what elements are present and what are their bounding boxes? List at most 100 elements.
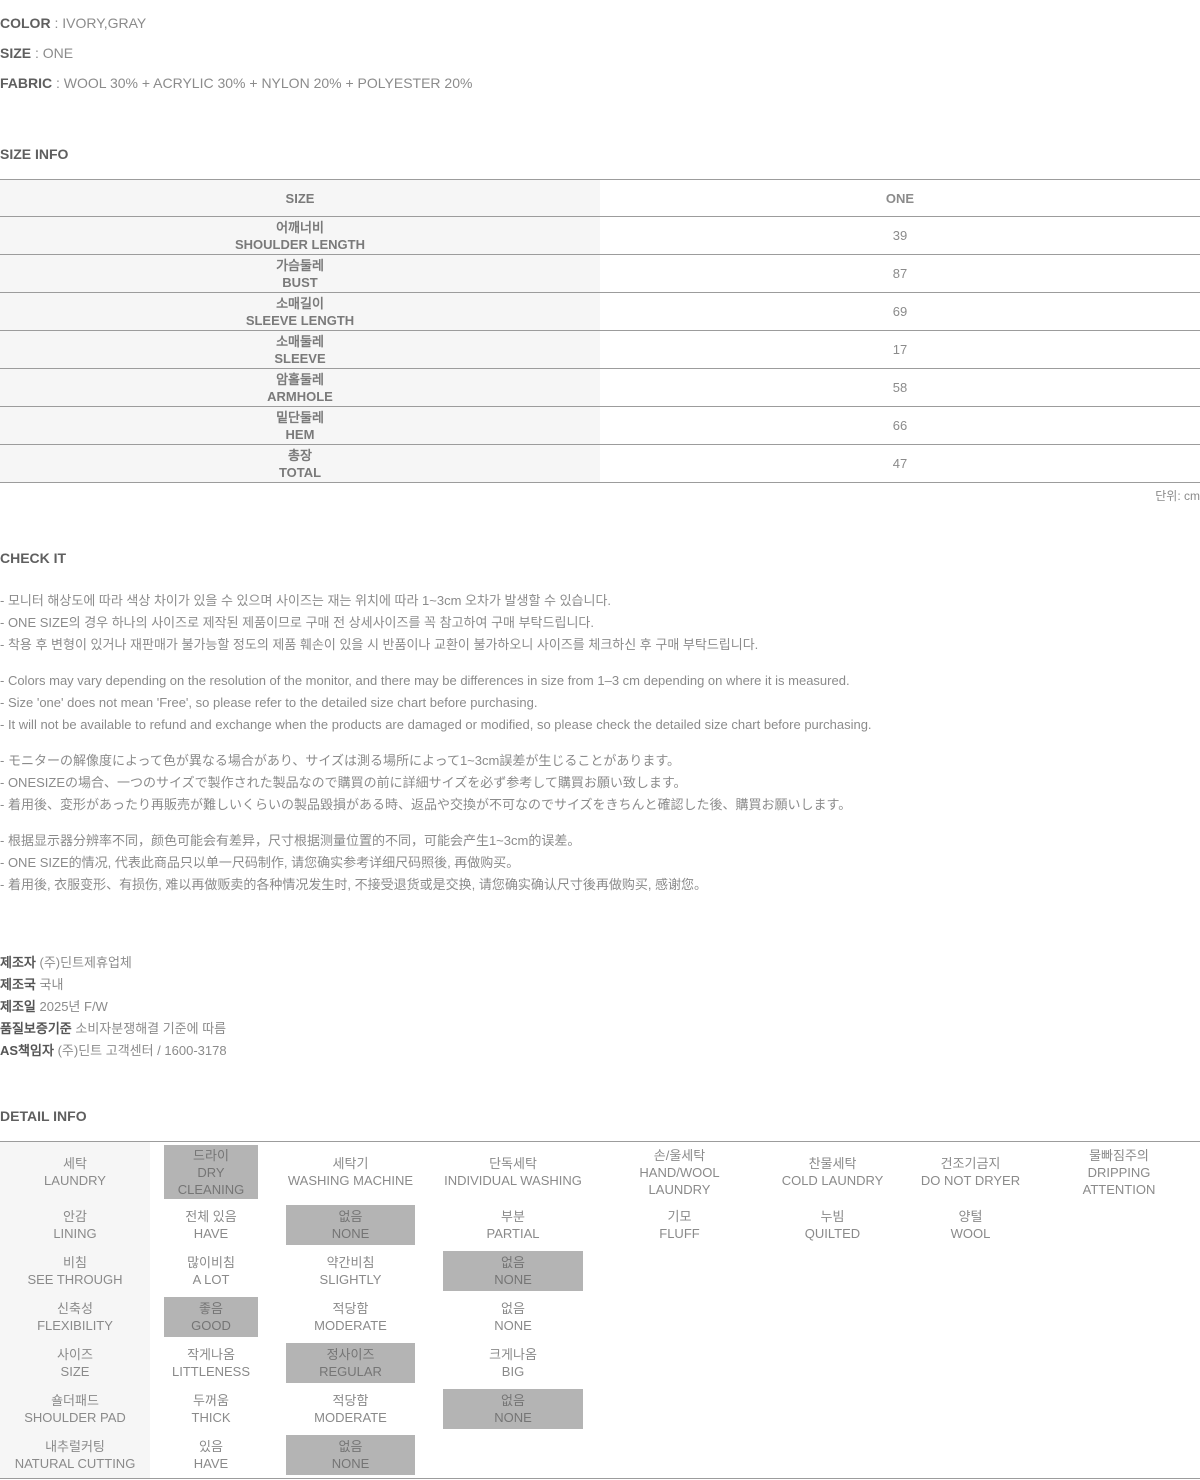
option-ko: 많이비침	[187, 1255, 235, 1270]
size-column-header: SIZE	[0, 179, 600, 217]
measure-value: 58	[600, 368, 1200, 407]
option-ko: 있음	[199, 1439, 223, 1454]
fabric-label: FABRIC	[0, 75, 53, 91]
option-en: BIG	[501, 1364, 525, 1379]
color-label: COLOR	[0, 15, 51, 31]
measure-name-en: BUST	[282, 274, 318, 290]
color-line: COLOR : IVORY,GRAY	[0, 8, 1200, 38]
notice-line: - 모니터 해상도에 따라 색상 차이가 있을 수 있으며 사이즈는 재는 위치…	[0, 593, 612, 608]
label-en: SEE THROUGH	[27, 1272, 123, 1287]
table-row: 어깨너비 SHOULDER LENGTH 39	[0, 216, 1200, 255]
option-en: COLD LAUNDRY	[781, 1173, 884, 1188]
option-en: DRY CLEANING	[177, 1164, 245, 1197]
measure-value: 47	[600, 444, 1200, 483]
option-ko: 크게나옴	[489, 1347, 537, 1362]
manufacturer-line: AS책임자 (주)딘트 고객센터 / 1600-3178	[0, 1040, 1200, 1062]
table-row: 암홀둘레 ARMHOLE 58	[0, 368, 1200, 407]
empty-cell	[762, 1432, 903, 1478]
size-label: SIZE	[0, 45, 32, 61]
option-ko: 기모	[667, 1209, 692, 1224]
detail-row-label: 사이즈 SIZE	[0, 1340, 150, 1386]
option-ko: 건조기금지	[940, 1156, 1001, 1171]
measure-name-ko: 소매둘레	[276, 333, 324, 349]
manu-value: (주)딘트 고객센터 / 1600-3178	[57, 1043, 227, 1058]
measure-name-ko: 소매길이	[276, 295, 324, 311]
option-en: REGULAR	[319, 1364, 382, 1379]
label-ko: 안감	[63, 1209, 87, 1224]
measure-name-en: SLEEVE LENGTH	[245, 312, 355, 328]
table-row: 밑단둘레 HEM 66	[0, 406, 1200, 445]
manufacturer-info: 제조자 (주)딘트제휴업체 제조국 국내 제조일 2025년 F/W 품질보증기…	[0, 952, 1200, 1062]
option-en: NONE	[494, 1272, 532, 1287]
option-ko: 양털	[958, 1209, 983, 1224]
option-ko: 작게나옴	[187, 1347, 235, 1362]
option-ko: 없음	[501, 1393, 525, 1408]
empty-cell	[1038, 1294, 1200, 1340]
option-ko: 물빠짐주의	[1089, 1147, 1149, 1163]
option-en: THICK	[191, 1410, 231, 1425]
detail-option: 양털 WOOL	[903, 1202, 1038, 1248]
detail-option: 전체 있음 HAVE	[150, 1202, 272, 1248]
option-en: HAND/WOOL LAUNDRY	[639, 1164, 720, 1197]
label-ko: 비침	[63, 1255, 87, 1270]
detail-option: 없음 NONE	[429, 1248, 597, 1294]
measure-name-en: SHOULDER LENGTH	[235, 236, 365, 252]
fabric-value: WOOL 30% + ACRYLIC 30% + NYLON 20% + POL…	[63, 75, 473, 91]
empty-cell	[903, 1248, 1038, 1294]
detail-row-label: 세탁 LAUNDRY	[0, 1142, 150, 1202]
option-en: GOOD	[191, 1318, 231, 1333]
table-row: 가슴둘레 BUST 87	[0, 254, 1200, 293]
detail-row-label: 내추럴커팅 NATURAL CUTTING	[0, 1432, 150, 1478]
manufacturer-line: 제조일 2025년 F/W	[0, 996, 1200, 1018]
option-ko: 두꺼움	[193, 1393, 229, 1408]
label-ko: 신축성	[57, 1301, 93, 1316]
option-ko: 드라이	[193, 1147, 229, 1163]
measure-value: 17	[600, 330, 1200, 369]
detail-option: 건조기금지 DO NOT DRYER	[903, 1142, 1038, 1202]
option-ko: 없음	[501, 1255, 525, 1270]
detail-option: 좋음 GOOD	[150, 1294, 272, 1340]
label-en: LAUNDRY	[44, 1173, 106, 1188]
separator: :	[31, 45, 43, 61]
manu-label: AS책임자	[0, 1043, 54, 1058]
separator: :	[52, 75, 64, 91]
notice-line: - Colors may vary depending on the resol…	[0, 673, 850, 688]
notice-line: - ONE SIZE的情况, 代表此商品只以单一尺码制作, 请您确实参考详细尺码…	[0, 855, 520, 870]
label-ko: 내추럴커팅	[45, 1439, 105, 1454]
label-en: SIZE	[60, 1364, 90, 1379]
detail-option: 많이비침 A LOT	[150, 1248, 272, 1294]
option-ko: 좋음	[199, 1301, 223, 1316]
notice-line: - 根据显示器分辨率不同，颜色可能会有差异，尺寸根据测量位置的不同，可能会产生1…	[0, 833, 581, 848]
option-en: HAVE	[193, 1456, 229, 1471]
option-en: DRIPPING ATTENTION	[1082, 1164, 1156, 1197]
manu-label: 품질보증기준	[0, 1021, 72, 1036]
option-en: WASHING MACHINE	[287, 1173, 414, 1188]
detail-option: 정사이즈 REGULAR	[272, 1340, 429, 1386]
empty-cell	[762, 1386, 903, 1432]
option-ko: 부분	[501, 1209, 525, 1224]
measure-value: 39	[600, 216, 1200, 255]
size-table-header-row: SIZE ONE	[0, 179, 1200, 217]
label-en: NATURAL CUTTING	[14, 1456, 136, 1471]
manufacturer-line: 제조자 (주)딘트제휴업체	[0, 952, 1200, 974]
product-attributes: COLOR : IVORY,GRAY SIZE : ONE FABRIC : W…	[0, 0, 1200, 98]
label-en: FLEXIBILITY	[37, 1318, 113, 1333]
measure-name-ko: 암홀둘레	[276, 371, 324, 387]
detail-option: 없음 NONE	[429, 1386, 597, 1432]
empty-cell	[762, 1340, 903, 1386]
notice-line: - It will not be available to refund and…	[0, 717, 872, 732]
option-en: PARTIAL	[486, 1226, 540, 1241]
measure-name-en: TOTAL	[278, 464, 322, 480]
detail-option: 두꺼움 THICK	[150, 1386, 272, 1432]
option-en: SLIGHTLY	[319, 1272, 382, 1287]
empty-cell	[597, 1294, 762, 1340]
color-value: IVORY,GRAY	[62, 15, 147, 31]
empty-cell	[597, 1432, 762, 1478]
option-ko: 정사이즈	[326, 1347, 375, 1362]
notice-line: - モニターの解像度によって色が異なる場合があり、サイズは測る場所によって1~3…	[0, 753, 681, 768]
notice-line: - ONESIZEの場合、一つのサイズで製作された製品なので購買の前に詳細サイズ…	[0, 775, 687, 790]
detail-option: 손/울세탁 HAND/WOOL LAUNDRY	[597, 1142, 762, 1202]
table-row: 소매둘레 SLEEVE 17	[0, 330, 1200, 369]
detail-option: 단독세탁 INDIVIDUAL WASHING	[429, 1142, 597, 1202]
detail-row-label: 신축성 FLEXIBILITY	[0, 1294, 150, 1340]
